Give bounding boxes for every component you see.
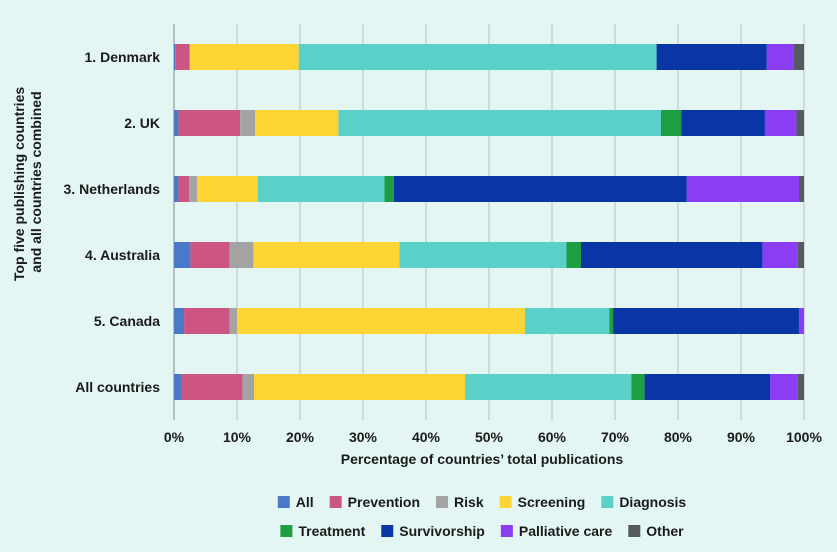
bar-segment <box>393 176 687 202</box>
bar-segment <box>609 308 614 334</box>
bar-segment <box>237 308 525 334</box>
bar-segment <box>524 308 610 334</box>
bar-segment <box>769 374 798 400</box>
bar-segment <box>766 44 794 70</box>
bar-segment <box>174 374 182 400</box>
bar-segment <box>197 176 258 202</box>
category-label: 2. UK <box>124 115 160 131</box>
bar-segment <box>242 374 255 400</box>
bar-segment <box>181 374 243 400</box>
category-label: 3. Netherlands <box>64 181 161 197</box>
x-tick-labels: 0% 10% 20% 30% 40% 50% 60% 70% 80% 90% 100% <box>164 429 823 445</box>
bar-segment <box>798 176 804 202</box>
bar-segment <box>255 110 339 136</box>
x-tick-label: 70% <box>601 429 630 445</box>
legend-label: Survivorship <box>399 523 485 539</box>
bar-segment <box>253 242 400 268</box>
x-tick-label: 30% <box>349 429 378 445</box>
x-tick-label: 10% <box>223 429 252 445</box>
bar-segment <box>793 44 804 70</box>
y-axis-title: Top five publishing countries and all co… <box>11 83 44 281</box>
x-axis-title: Percentage of countries’ total publicati… <box>341 451 624 467</box>
bar-segment <box>174 110 179 136</box>
x-tick-label: 90% <box>727 429 756 445</box>
bar-segment <box>174 44 176 70</box>
bar-segment <box>338 110 661 136</box>
y-axis-title-line-2: and all countries combined <box>28 91 44 272</box>
bar-segment <box>660 110 682 136</box>
bar-segment <box>613 308 799 334</box>
bar-segment <box>174 242 191 268</box>
bar-segment <box>229 242 254 268</box>
x-tick-label: 40% <box>412 429 441 445</box>
legend-label: Screening <box>518 494 586 510</box>
legend-swatch <box>499 496 512 508</box>
bar-segment <box>656 44 767 70</box>
category-labels: 1. Denmark 2. UK 3. Netherlands 4. Australi… <box>64 49 161 395</box>
bars <box>174 44 804 400</box>
bar-segment <box>184 308 230 334</box>
bar-segment <box>797 374 804 400</box>
x-tick-label: 20% <box>286 429 315 445</box>
bar-segment <box>175 44 190 70</box>
bar-segment <box>178 110 241 136</box>
bar-segment <box>384 176 394 202</box>
bar-segment <box>229 308 237 334</box>
x-tick-label: 50% <box>475 429 504 445</box>
legend-swatch <box>601 496 614 508</box>
bar-segment <box>189 176 198 202</box>
legend-swatch <box>329 496 342 508</box>
legend-swatch <box>628 525 641 537</box>
bar-segment <box>399 242 567 268</box>
legend-swatch <box>500 525 513 537</box>
bar-segment <box>257 176 385 202</box>
category-label: 5. Canada <box>94 313 160 329</box>
bar-segment <box>174 176 179 202</box>
bar-segment <box>298 44 657 70</box>
legend-label: Treatment <box>298 523 365 539</box>
x-tick-label: 60% <box>538 429 567 445</box>
bar-segment <box>644 374 770 400</box>
bar-segment <box>796 110 804 136</box>
bar-segment <box>566 242 581 268</box>
legend: All Prevention Risk Screening Diagnosis Treat… <box>277 494 686 539</box>
gridlines <box>173 24 805 420</box>
category-label: 1. Denmark <box>85 49 161 65</box>
category-label: All countries <box>75 379 160 395</box>
bar-segment <box>240 110 256 136</box>
bar-segment <box>174 308 185 334</box>
x-tick-label: 100% <box>786 429 822 445</box>
legend-label: Palliative care <box>519 523 613 539</box>
bar-segment <box>190 242 230 268</box>
legend-swatch <box>280 525 293 537</box>
legend-label: Prevention <box>348 494 420 510</box>
x-tick-label: 0% <box>164 429 185 445</box>
y-axis-title-line-1: Top five publishing countries <box>11 87 27 281</box>
legend-label: Other <box>646 523 684 539</box>
bar-segment <box>580 242 763 268</box>
bar-segment <box>762 242 798 268</box>
bar-segment <box>254 374 466 400</box>
bar-segment <box>465 374 632 400</box>
category-label: 4. Australia <box>85 247 160 263</box>
bar-segment <box>797 242 804 268</box>
legend-swatch <box>381 525 394 537</box>
bar-segment <box>178 176 190 202</box>
bar-segment <box>631 374 645 400</box>
bar-segment <box>686 176 799 202</box>
bar-segment <box>681 110 765 136</box>
legend-label: All <box>296 494 314 510</box>
legend-label: Risk <box>454 494 484 510</box>
bar-segment <box>764 110 797 136</box>
bar-segment <box>798 308 804 334</box>
bar-segment <box>189 44 299 70</box>
x-tick-label: 80% <box>664 429 693 445</box>
legend-swatch <box>436 496 449 508</box>
legend-swatch <box>277 496 290 508</box>
legend-label: Diagnosis <box>619 494 686 510</box>
